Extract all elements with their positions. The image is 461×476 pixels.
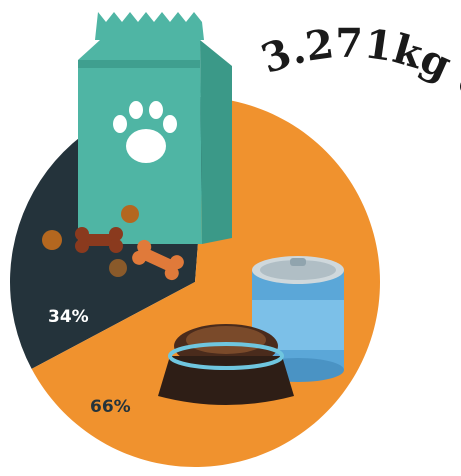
paw-print-icon bbox=[113, 101, 177, 163]
slice-label-orange: 66% bbox=[90, 397, 131, 417]
kibble-piece bbox=[109, 259, 127, 277]
food-bag-illustration bbox=[78, 12, 232, 244]
food-bag-fold bbox=[78, 60, 200, 68]
kibble-piece bbox=[42, 230, 62, 250]
kibble-group bbox=[42, 205, 184, 281]
slice-label-dark: 34% bbox=[48, 307, 89, 327]
food-bag-top bbox=[95, 12, 204, 40]
bone-treat-icon bbox=[75, 227, 123, 253]
kibble-piece bbox=[121, 205, 139, 223]
pet-bowl-icon bbox=[158, 324, 294, 405]
food-bag-side bbox=[200, 40, 232, 244]
bone-treat-icon bbox=[132, 239, 184, 281]
